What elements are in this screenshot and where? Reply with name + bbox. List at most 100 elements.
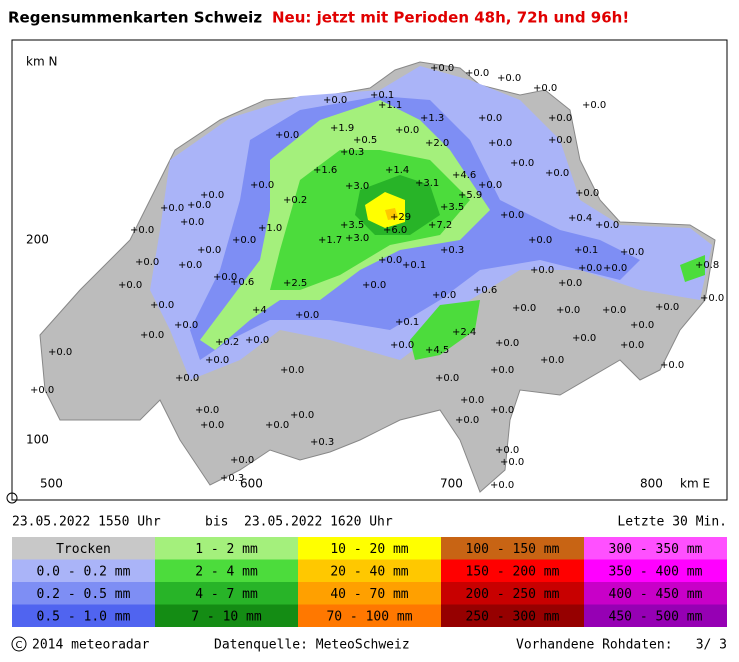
station-value: +1.7: [318, 235, 342, 246]
station-value: +1.6: [313, 165, 337, 176]
station-value: +0.3: [340, 147, 364, 158]
station-value: +0.0: [178, 260, 202, 271]
station-value: +0.0: [545, 168, 569, 179]
station-value: +0.0: [620, 340, 644, 351]
period-to: bis: [205, 515, 228, 530]
legend-swatch: [12, 582, 155, 605]
station-value: +1.1: [378, 100, 402, 111]
station-value: +0.3: [220, 473, 244, 484]
legend-swatch: [12, 559, 155, 582]
station-value: +0.0: [490, 405, 514, 416]
station-value: +0.0: [150, 300, 174, 311]
station-value: +4.6: [452, 170, 476, 181]
station-value: +0.0: [390, 340, 414, 351]
y-tick: 200: [26, 233, 49, 247]
legend-label: 7 - 10 mm: [191, 609, 262, 624]
station-value: +3.0: [345, 233, 369, 244]
legend-label: 100 - 150 mm: [466, 542, 560, 557]
legend-swatch: [584, 582, 727, 605]
station-value: +0.0: [175, 373, 199, 384]
legend-label: 4 - 7 mm: [195, 587, 258, 602]
station-value: +0.0: [200, 420, 224, 431]
station-value: +0.1: [395, 317, 419, 328]
x-tick: 600: [240, 477, 263, 491]
station-value: +0.0: [378, 255, 402, 266]
legend-swatch: [155, 559, 298, 582]
rain-green-east: [680, 255, 705, 282]
station-value: +29: [390, 212, 411, 223]
station-value: +0.0: [558, 278, 582, 289]
station-value: +0.0: [533, 83, 557, 94]
legend-label: 10 - 20 mm: [330, 542, 408, 557]
station-value: +0.0: [655, 302, 679, 313]
legend-label: 450 - 500 mm: [609, 609, 703, 624]
legend-label: 300 - 350 mm: [609, 542, 703, 557]
station-value: +0.0: [556, 305, 580, 316]
station-value: +0.2: [283, 195, 307, 206]
station-value: +0.0: [230, 455, 254, 466]
station-value: +0.0: [530, 265, 554, 276]
station-value: +0.0: [465, 68, 489, 79]
station-value: +0.0: [250, 180, 274, 191]
legend-swatch: [584, 604, 727, 627]
station-value: +2.4: [452, 327, 476, 338]
station-value: +0.0: [497, 73, 521, 84]
notice: Neu: jetzt mit Perioden 48h, 72h und 96h…: [272, 9, 629, 27]
origin-marker: [6, 492, 18, 504]
station-value: +0.0: [582, 100, 606, 111]
station-value: +0.1: [402, 260, 426, 271]
station-value: +0.3: [440, 245, 464, 256]
station-value: +0.6: [230, 277, 254, 288]
copyright: 2014 meteoradar: [32, 638, 150, 653]
station-value: +0.0: [395, 125, 419, 136]
station-value: +0.0: [140, 330, 164, 341]
period-start: 23.05.2022 1550 Uhr: [12, 515, 161, 530]
raw-count: 3/ 3: [696, 638, 727, 653]
legend-label: 40 - 70 mm: [330, 587, 408, 602]
legend-swatch: [12, 604, 155, 627]
station-value: +0.0: [174, 320, 198, 331]
legend-label: 0.5 - 1.0 mm: [37, 609, 131, 624]
legend-swatch: [155, 604, 298, 627]
station-value: +0.0: [160, 203, 184, 214]
legend-swatch: [298, 582, 441, 605]
legend-swatch: [155, 537, 298, 560]
station-value: +0.0: [548, 135, 572, 146]
station-value: +0.0: [432, 290, 456, 301]
station-value: +0.0: [275, 130, 299, 141]
station-value: +0.0: [488, 138, 512, 149]
station-value: +0.0: [130, 225, 154, 236]
station-value: +0.0: [213, 272, 237, 283]
x-tick: 500: [40, 477, 63, 491]
station-value: +7.2: [428, 220, 452, 231]
station-value: +0.0: [512, 303, 536, 314]
station-value: +0.0: [435, 373, 459, 384]
east-label: km E: [680, 477, 710, 491]
legend-swatch: [441, 582, 584, 605]
legend-swatch: [584, 537, 727, 560]
copyright-c: C: [16, 640, 23, 651]
station-value: +0.0: [323, 95, 347, 106]
station-value: +0.0: [430, 63, 454, 74]
legend-label: 350 - 400 mm: [609, 564, 703, 579]
legend-label: 1 - 2 mm: [195, 542, 258, 557]
station-value: +4.5: [425, 345, 449, 356]
legend-swatch: [441, 559, 584, 582]
station-value: +0.0: [595, 220, 619, 231]
station-value: +6.0: [383, 225, 407, 236]
station-value: +1.0: [258, 223, 282, 234]
station-value: +3.5: [440, 202, 464, 213]
station-value: +0.0: [187, 200, 211, 211]
station-value: +2.0: [425, 138, 449, 149]
station-value: +0.0: [30, 385, 54, 396]
legend-swatch: [298, 537, 441, 560]
station-value: +5.9: [458, 190, 482, 201]
station-value: +0.0: [602, 305, 626, 316]
legend-swatch: [298, 604, 441, 627]
legend-swatch: [12, 537, 155, 560]
station-value: +0.0: [620, 247, 644, 258]
station-value: +0.0: [540, 355, 564, 366]
station-value: +0.0: [572, 333, 596, 344]
legend-label: 0.2 - 0.5 mm: [37, 587, 131, 602]
